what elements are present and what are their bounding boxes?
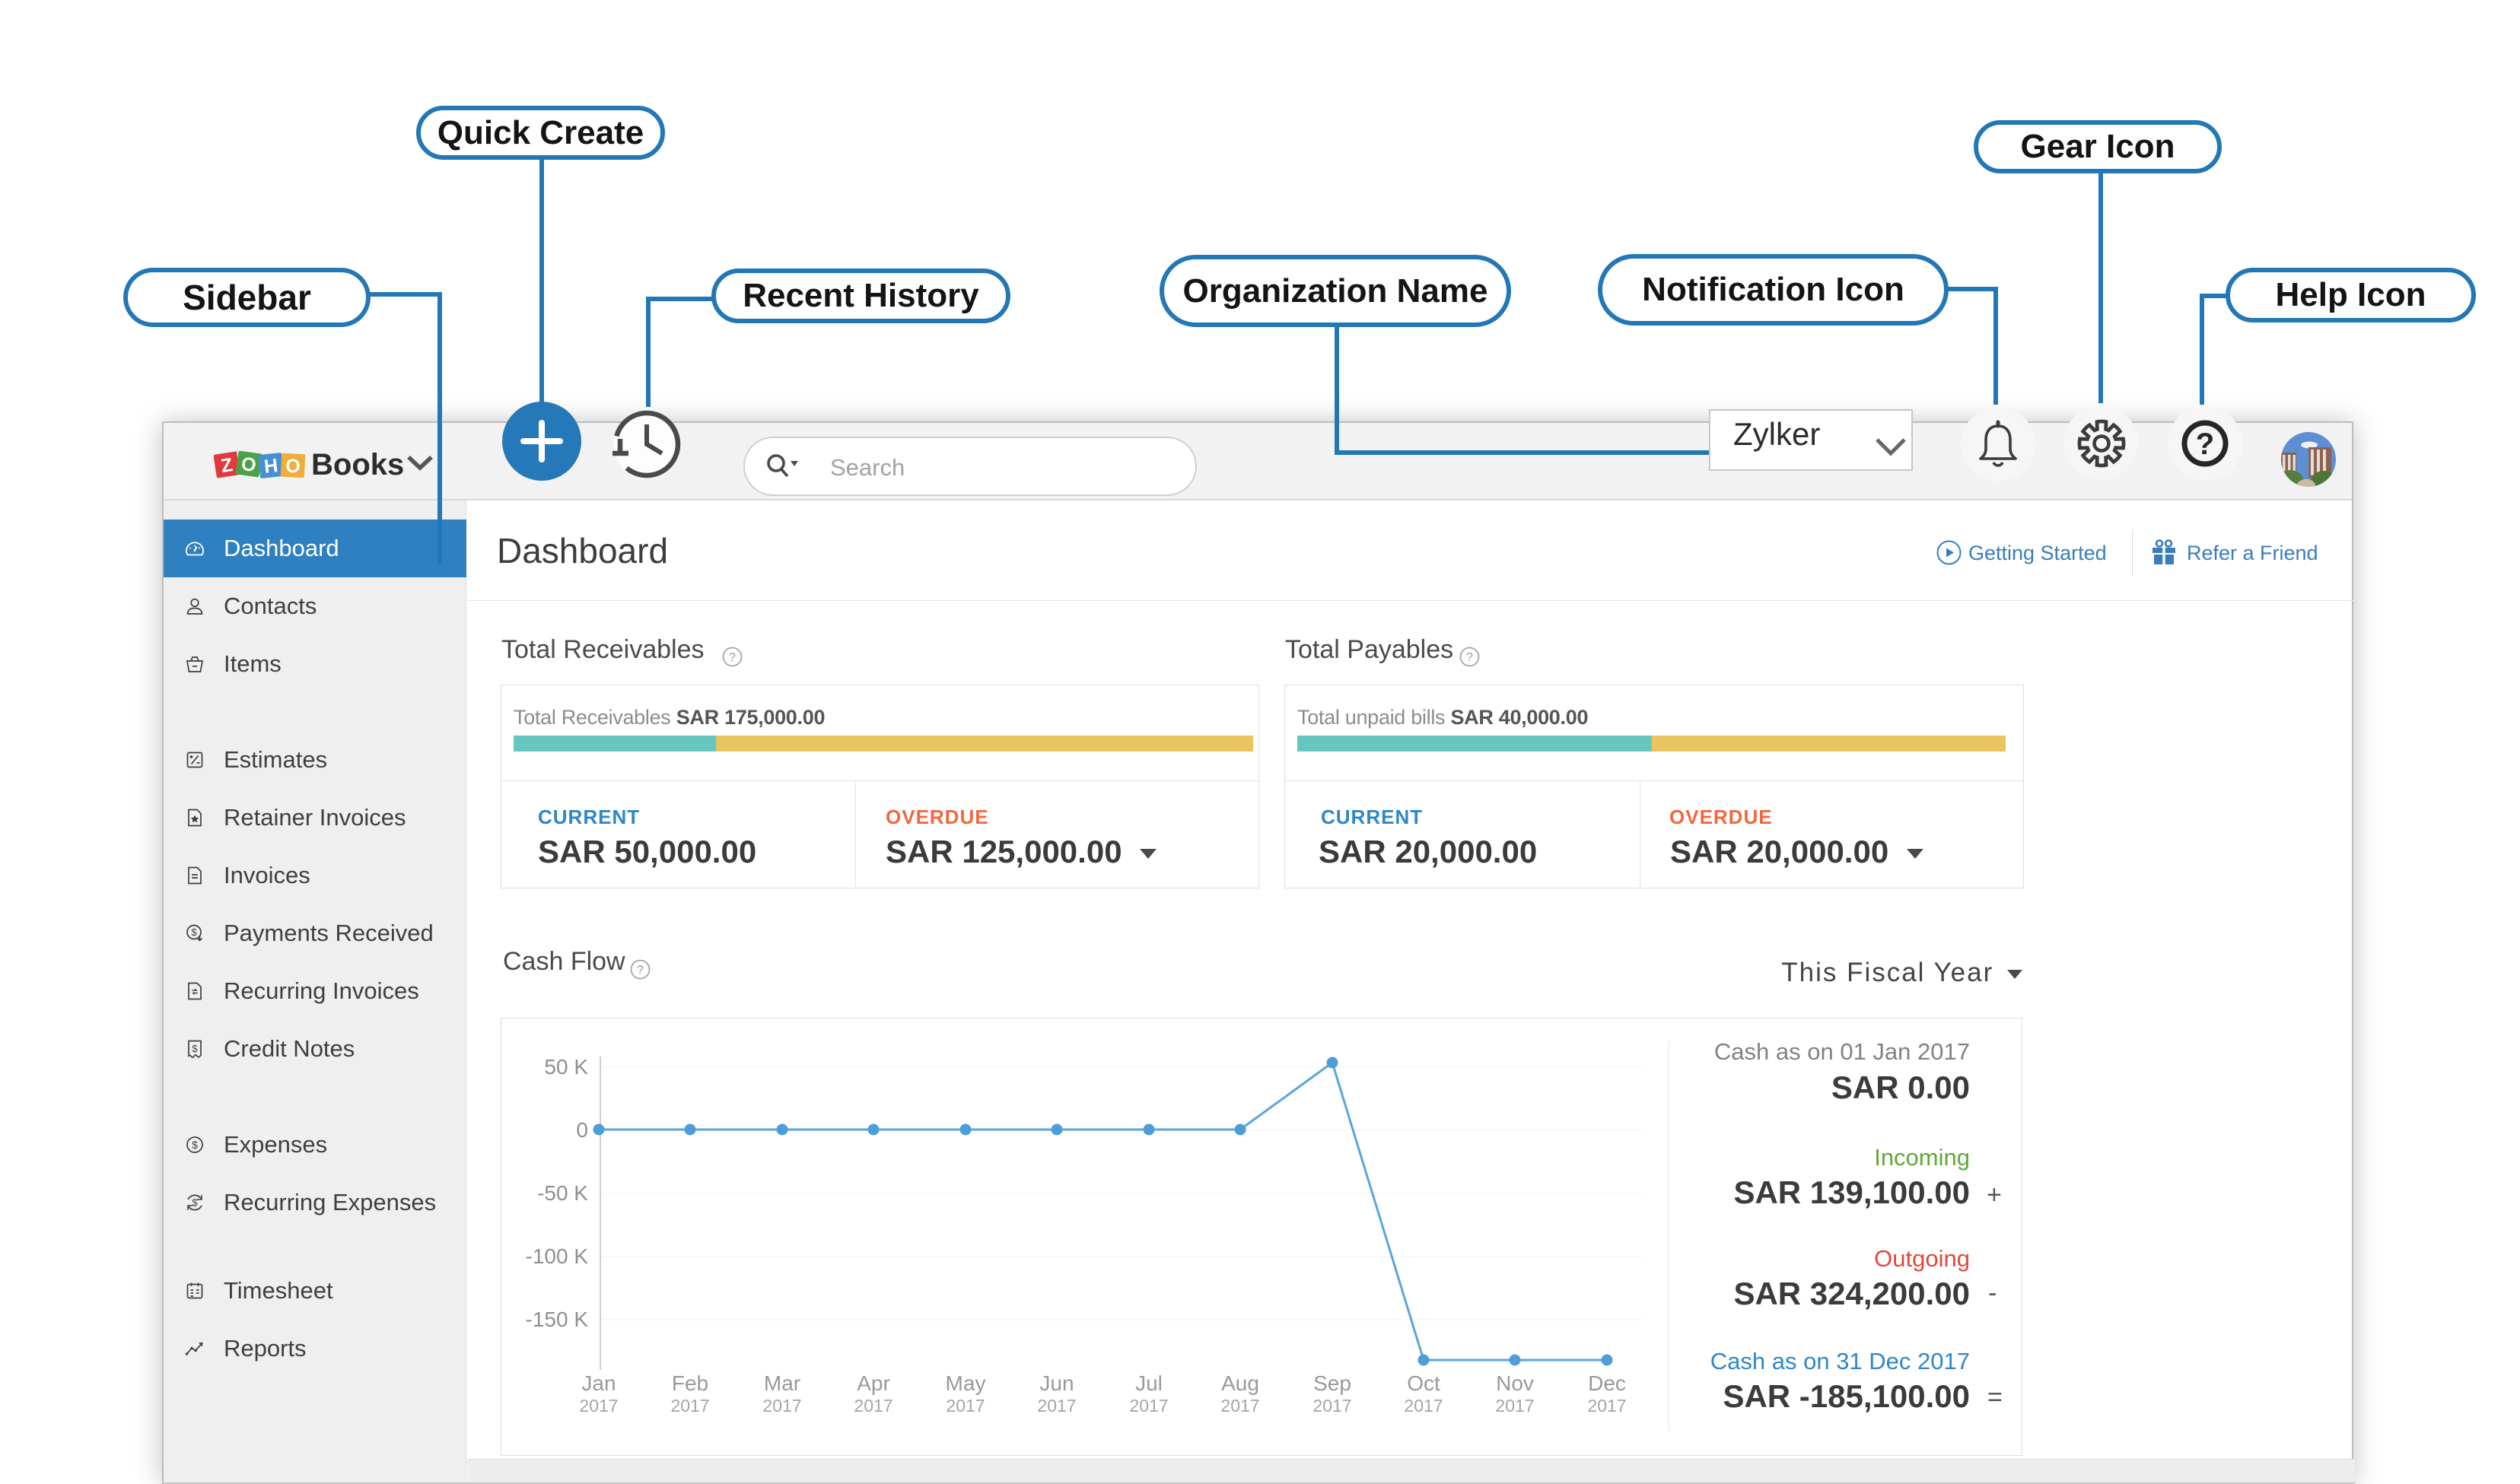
svg-text:Sep: Sep — [1313, 1371, 1351, 1395]
svg-text:2017: 2017 — [1495, 1396, 1534, 1416]
svg-text:?: ? — [1466, 651, 1473, 664]
svg-text:2017: 2017 — [579, 1396, 618, 1416]
svg-text:Jul: Jul — [1135, 1371, 1163, 1395]
svg-text:-100 K: -100 K — [526, 1244, 589, 1268]
svg-text:May: May — [946, 1371, 986, 1395]
svg-text:Jun: Jun — [1039, 1371, 1074, 1395]
svg-text:O: O — [285, 456, 301, 478]
svg-text:2017: 2017 — [946, 1396, 985, 1416]
svg-text:2017: 2017 — [1129, 1396, 1168, 1416]
svg-text:$: $ — [192, 1043, 198, 1054]
svg-text:Nov: Nov — [1496, 1371, 1534, 1395]
svg-text:Jan: Jan — [581, 1371, 616, 1395]
svg-text:O: O — [240, 453, 257, 476]
svg-text:2017: 2017 — [1312, 1396, 1351, 1416]
svg-text:?: ? — [729, 651, 736, 664]
svg-text:Dec: Dec — [1588, 1371, 1626, 1395]
svg-text:2017: 2017 — [762, 1396, 801, 1416]
svg-text:Books: Books — [311, 448, 404, 481]
svg-text:2017: 2017 — [1037, 1396, 1076, 1416]
svg-text:2017: 2017 — [1404, 1396, 1443, 1416]
svg-text:Apr: Apr — [857, 1371, 890, 1395]
svg-text:Oct: Oct — [1407, 1371, 1440, 1395]
svg-text:50 K: 50 K — [544, 1055, 588, 1079]
svg-text:$: $ — [192, 1139, 198, 1151]
svg-text:2017: 2017 — [1587, 1396, 1626, 1416]
svg-text:Mar: Mar — [764, 1371, 800, 1395]
svg-text:?: ? — [2196, 427, 2214, 461]
svg-text:Aug: Aug — [1221, 1371, 1259, 1395]
svg-text:H: H — [263, 455, 279, 478]
svg-text:$: $ — [192, 1197, 198, 1209]
svg-text:2017: 2017 — [1220, 1396, 1259, 1416]
svg-text:Feb: Feb — [672, 1371, 708, 1395]
svg-text:Z: Z — [219, 454, 234, 477]
svg-text:2017: 2017 — [854, 1396, 892, 1416]
svg-text:$: $ — [191, 926, 197, 938]
svg-text:?: ? — [637, 964, 644, 977]
svg-text:2017: 2017 — [670, 1396, 709, 1416]
svg-text:-150 K: -150 K — [526, 1308, 589, 1331]
svg-text:-50 K: -50 K — [537, 1181, 588, 1205]
svg-text:0: 0 — [576, 1118, 588, 1142]
